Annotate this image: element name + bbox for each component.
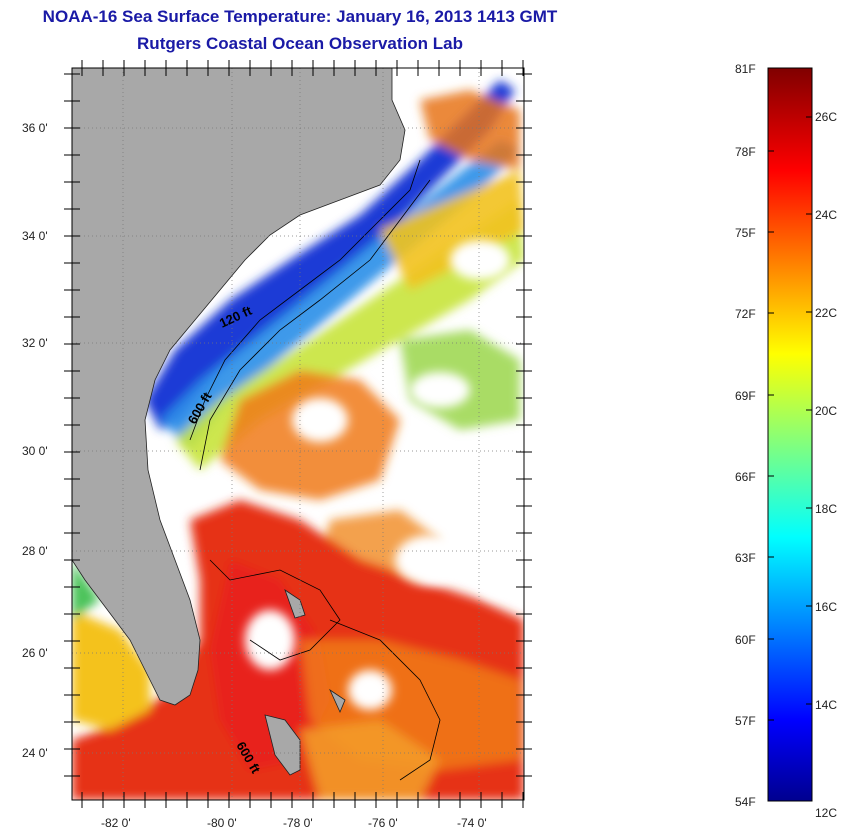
lon-tick-label: -82 0' — [101, 816, 131, 830]
colorbar-ticks — [768, 67, 812, 802]
cloud-gaps — [245, 240, 524, 710]
longitude-labels: -82 0' -80 0' -78 0' -76 0' -74 0' — [101, 816, 487, 830]
colorbar-gradient — [767, 67, 813, 802]
colorbar-c-label: 24C — [815, 208, 837, 222]
bahamas-islands — [264, 588, 346, 776]
colorbar: 81F 78F 75F 72F 69F 66F 63F 60F 57F 54F … — [735, 62, 837, 820]
lon-tick-label: -74 0' — [457, 816, 487, 830]
colorbar-f-label: 60F — [735, 633, 756, 647]
colorbar-c-label: 26C — [815, 110, 837, 124]
lat-tick-label: 34 0' — [22, 229, 48, 243]
sst-map: 120 ft 600 ft 600 ft 24 0' 26 0' 28 0' 3… — [22, 60, 532, 830]
colorbar-f-label: 81F — [735, 62, 756, 76]
lat-tick-label: 24 0' — [22, 746, 48, 760]
map-subtitle: Rutgers Coastal Ocean Observation Lab — [137, 34, 463, 53]
lat-tick-label: 30 0' — [22, 444, 48, 458]
colorbar-f-label: 69F — [735, 389, 756, 403]
lat-tick-label: 32 0' — [22, 336, 48, 350]
lon-tick-label: -80 0' — [207, 816, 237, 830]
axis-ticks — [64, 60, 532, 808]
land-mass — [72, 68, 406, 706]
lon-tick-label: -76 0' — [368, 816, 398, 830]
lon-tick-label: -78 0' — [283, 816, 313, 830]
colorbar-f-label: 78F — [735, 145, 756, 159]
map-title: NOAA-16 Sea Surface Temperature: January… — [42, 7, 558, 26]
colorbar-f-label: 75F — [735, 226, 756, 240]
latitude-labels: 24 0' 26 0' 28 0' 30 0' 32 0' 34 0' 36 0… — [22, 121, 48, 760]
colorbar-c-label: 22C — [815, 306, 837, 320]
colorbar-c-label: 16C — [815, 600, 837, 614]
colorbar-c-label: 14C — [815, 698, 837, 712]
colorbar-celsius-labels: 26C 24C 22C 20C 18C 16C 14C 12C — [815, 110, 837, 820]
colorbar-f-label: 66F — [735, 470, 756, 484]
colorbar-f-label: 54F — [735, 795, 756, 809]
graticule — [72, 68, 524, 800]
map-frame — [71, 67, 525, 801]
colorbar-c-label: 20C — [815, 404, 837, 418]
colorbar-c-label: 12C — [815, 806, 837, 820]
colorbar-f-label: 63F — [735, 551, 756, 565]
colorbar-f-label: 57F — [735, 714, 756, 728]
colorbar-f-label: 72F — [735, 307, 756, 321]
depth-contours — [189, 159, 441, 781]
lat-tick-label: 36 0' — [22, 121, 48, 135]
lat-tick-label: 26 0' — [22, 646, 48, 660]
colorbar-fahrenheit-labels: 81F 78F 75F 72F 69F 66F 63F 60F 57F 54F — [735, 62, 756, 809]
colorbar-c-label: 18C — [815, 502, 837, 516]
lat-tick-label: 28 0' — [22, 544, 48, 558]
